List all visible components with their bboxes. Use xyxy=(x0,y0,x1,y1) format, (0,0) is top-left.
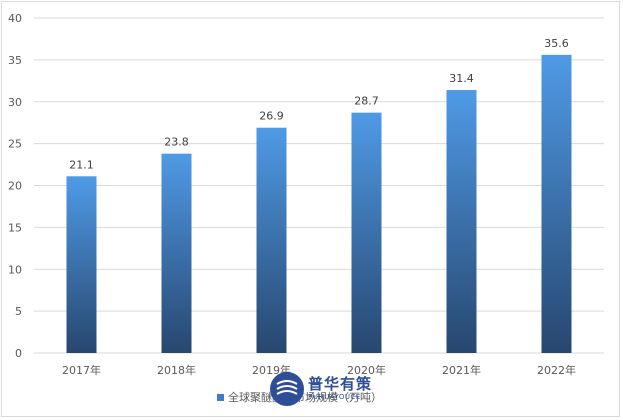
legend: 全球聚醚醚酮市场规模（万吨） xyxy=(217,389,382,405)
x-tick-label: 2017年 xyxy=(62,363,101,377)
bar xyxy=(66,176,97,353)
data-label: 23.8 xyxy=(164,136,189,149)
data-label: 31.4 xyxy=(449,72,474,85)
y-tick-label: 0 xyxy=(15,347,22,360)
y-tick-label: 30 xyxy=(8,96,22,109)
legend-swatch xyxy=(217,393,224,401)
watermark-subtitle: PUHUAYOUCE xyxy=(308,393,361,401)
bar xyxy=(256,127,287,354)
logo-icon xyxy=(270,372,304,406)
x-tick-label: 2020年 xyxy=(347,363,386,377)
watermark-logo: 普华有策 PUHUAYOUCE xyxy=(270,372,372,406)
watermark-name: 普华有策 xyxy=(308,375,373,393)
y-tick-label: 35 xyxy=(8,54,22,67)
bar xyxy=(541,54,572,353)
y-tick-label: 10 xyxy=(8,263,22,276)
y-tick-label: 5 xyxy=(15,305,22,318)
data-labels: 21.1 23.8 26.9 28.7 31.4 35.6 xyxy=(69,37,569,171)
y-tick-label: 20 xyxy=(8,180,22,193)
x-tick-label: 2022年 xyxy=(537,363,576,377)
bar xyxy=(446,90,477,354)
x-tick-label: 2021年 xyxy=(442,363,481,377)
bar xyxy=(161,153,192,353)
x-tick-label: 2018年 xyxy=(157,363,196,377)
data-label: 21.1 xyxy=(69,158,94,171)
gridlines xyxy=(34,17,604,354)
data-label: 28.7 xyxy=(354,95,379,108)
data-label: 35.6 xyxy=(544,37,569,50)
bar xyxy=(351,112,382,353)
y-axis-ticks: 0 5 10 15 20 25 30 35 40 xyxy=(8,12,22,360)
y-tick-label: 40 xyxy=(8,12,22,25)
bars xyxy=(66,54,572,354)
data-label: 26.9 xyxy=(259,110,284,123)
y-tick-label: 25 xyxy=(8,138,22,151)
y-tick-label: 15 xyxy=(8,221,22,234)
legend-label: 全球聚醚醚酮市场规模（万吨） xyxy=(228,391,382,404)
